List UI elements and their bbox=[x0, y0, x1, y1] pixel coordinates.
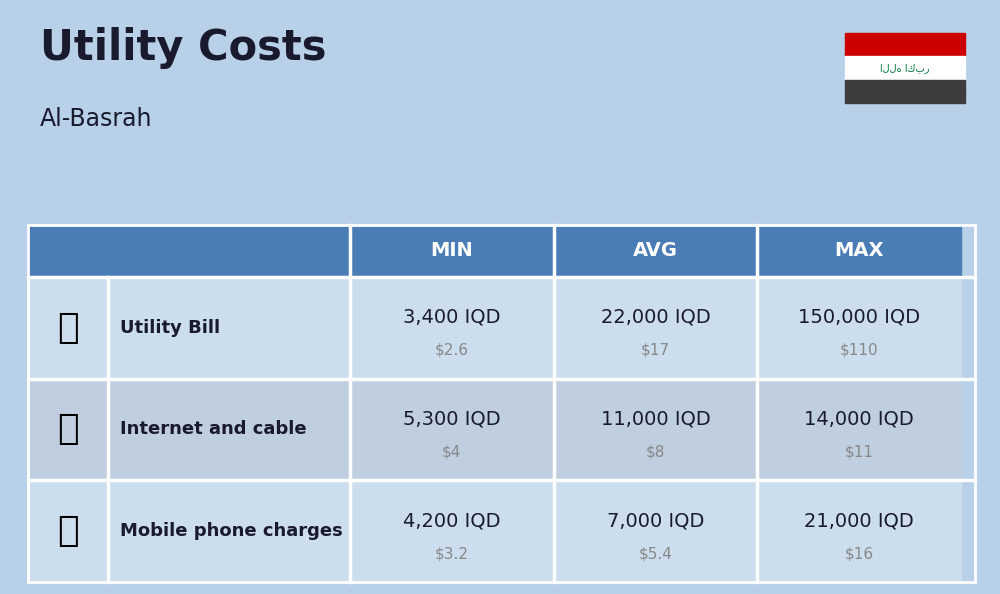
Text: Al-Basrah: Al-Basrah bbox=[40, 107, 152, 131]
Text: 4,200 IQD: 4,200 IQD bbox=[403, 511, 501, 530]
Text: $2.6: $2.6 bbox=[435, 343, 469, 358]
Bar bbox=[108, 378, 350, 481]
Bar bbox=[350, 225, 554, 277]
Text: 📱: 📱 bbox=[57, 514, 79, 548]
Text: Internet and cable: Internet and cable bbox=[120, 421, 307, 438]
Text: 21,000 IQD: 21,000 IQD bbox=[804, 511, 914, 530]
Text: 14,000 IQD: 14,000 IQD bbox=[804, 410, 914, 429]
Bar bbox=[757, 378, 961, 481]
Bar bbox=[554, 378, 757, 481]
Text: 📡: 📡 bbox=[57, 412, 79, 446]
Text: AVG: AVG bbox=[633, 241, 678, 260]
Text: 3,400 IQD: 3,400 IQD bbox=[403, 308, 501, 327]
Text: $8: $8 bbox=[646, 444, 665, 459]
Bar bbox=[845, 80, 965, 103]
Bar bbox=[28, 277, 108, 378]
Text: Utility Costs: Utility Costs bbox=[40, 27, 326, 69]
Text: MAX: MAX bbox=[834, 241, 884, 260]
Text: 5,300 IQD: 5,300 IQD bbox=[403, 410, 501, 429]
Bar bbox=[28, 378, 108, 481]
Bar bbox=[108, 481, 350, 582]
Text: 11,000 IQD: 11,000 IQD bbox=[601, 410, 710, 429]
Text: $11: $11 bbox=[844, 444, 873, 459]
Bar bbox=[554, 277, 757, 378]
Text: 🔌: 🔌 bbox=[57, 311, 79, 345]
Text: $17: $17 bbox=[641, 343, 670, 358]
Text: MIN: MIN bbox=[430, 241, 473, 260]
Text: Mobile phone charges: Mobile phone charges bbox=[120, 522, 343, 540]
Bar bbox=[350, 277, 554, 378]
Text: Utility Bill: Utility Bill bbox=[120, 318, 221, 337]
Bar bbox=[845, 56, 965, 80]
Text: $5.4: $5.4 bbox=[638, 546, 672, 561]
Text: $4: $4 bbox=[442, 444, 461, 459]
Bar bbox=[845, 33, 965, 56]
Bar bbox=[28, 225, 108, 277]
Bar bbox=[108, 277, 350, 378]
Bar bbox=[28, 481, 108, 582]
Bar bbox=[108, 225, 350, 277]
Text: 22,000 IQD: 22,000 IQD bbox=[601, 308, 710, 327]
Bar bbox=[757, 225, 961, 277]
Bar bbox=[757, 481, 961, 582]
Text: 150,000 IQD: 150,000 IQD bbox=[798, 308, 920, 327]
Bar bbox=[757, 277, 961, 378]
Text: $110: $110 bbox=[840, 343, 878, 358]
Text: الله اكبر: الله اكبر bbox=[880, 63, 930, 73]
Text: $16: $16 bbox=[844, 546, 874, 561]
Bar bbox=[350, 378, 554, 481]
Bar bbox=[554, 481, 757, 582]
Text: $3.2: $3.2 bbox=[435, 546, 469, 561]
Bar bbox=[554, 225, 757, 277]
Bar bbox=[350, 481, 554, 582]
Text: 7,000 IQD: 7,000 IQD bbox=[607, 511, 704, 530]
